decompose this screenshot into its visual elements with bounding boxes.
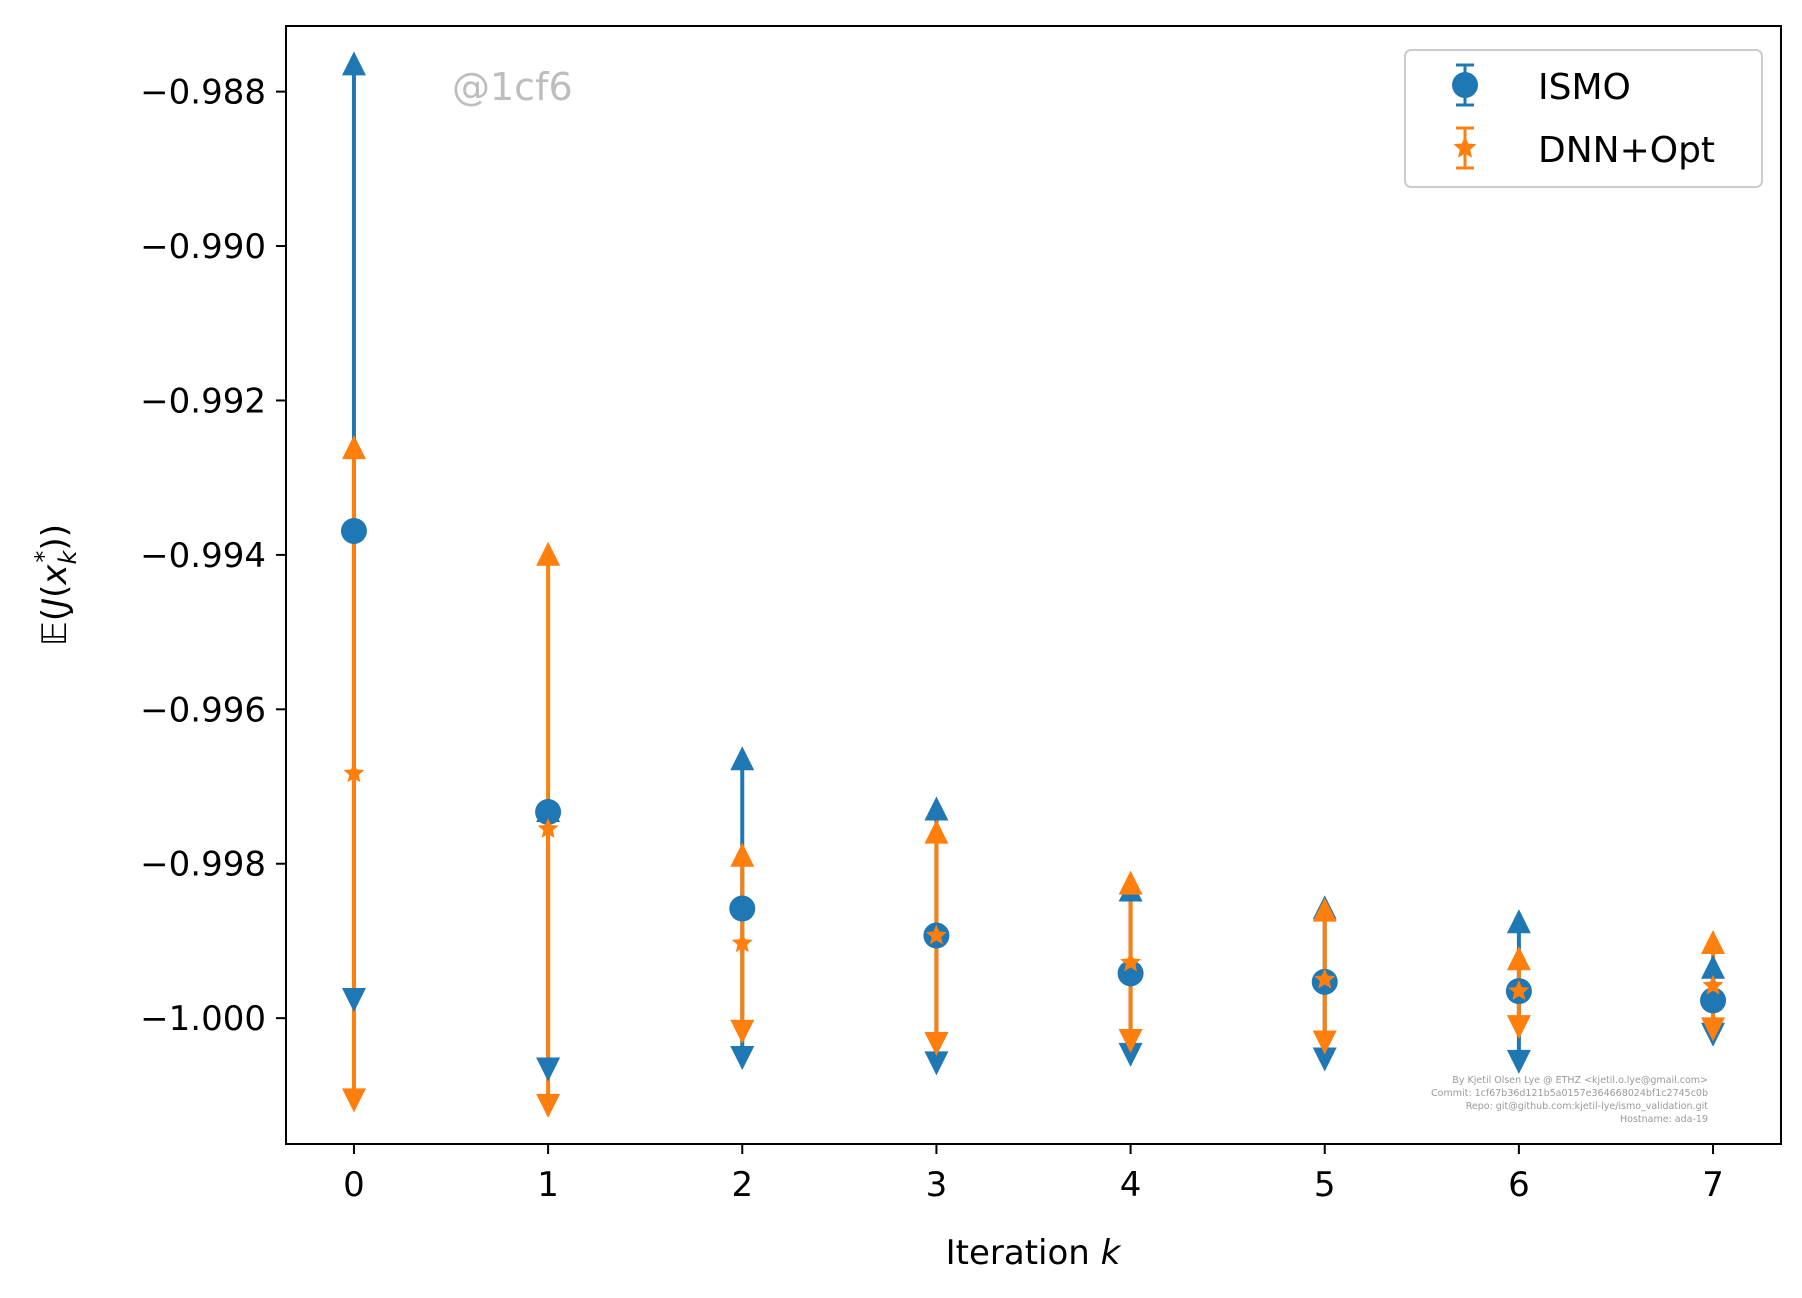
ismo-lower-cap: [1312, 1047, 1337, 1072]
x-tick-label: 4: [1120, 1165, 1142, 1205]
ismo-upper-cap: [730, 746, 755, 771]
legend-box: [1404, 49, 1763, 188]
ismo-point: [729, 895, 756, 922]
x-tick-label: 1: [537, 1165, 559, 1205]
dnn-opt-upper-cap: [1506, 946, 1531, 971]
dnn-opt-point: [1120, 951, 1142, 972]
dnn-opt-point: [1508, 980, 1530, 1001]
dnn-opt-point: [731, 932, 753, 953]
x-tick-label: 5: [1314, 1165, 1336, 1205]
y-axis: −0.988 −0.990 −0.992 −0.994 −0.996 −0.998 −1.0…: [140, 73, 286, 1039]
y-tick-label: −0.996: [140, 690, 266, 730]
dnn-opt-point: [1702, 974, 1724, 995]
dnn-opt-lower-cap: [341, 1088, 366, 1113]
dnn-opt-lower-cap: [1506, 1015, 1531, 1040]
dnn-opt-point: [1314, 968, 1336, 989]
legend: ISMO DNN+Opt: [1404, 49, 1763, 188]
legend-ismo-label: ISMO: [1538, 67, 1631, 108]
ismo-point: [1117, 960, 1144, 987]
credit-line-hostname: Hostname: ada-19: [1620, 1114, 1708, 1125]
ismo-lower-cap: [341, 988, 366, 1013]
dnn-opt-point: [925, 924, 947, 945]
dnn-opt-upper-cap: [730, 842, 755, 867]
ismo-lower-cap: [924, 1051, 949, 1076]
ismo-lower-cap: [1118, 1042, 1143, 1067]
y-axis-label: 𝔼(J(xk*)): [30, 524, 82, 646]
watermark: @1cf6: [452, 65, 573, 109]
x-tick-label: 6: [1508, 1165, 1530, 1205]
credit-line-commit: Commit: 1cf67b36d121b5a0157e364668024bf1…: [1431, 1088, 1708, 1099]
ismo-point: [340, 517, 367, 544]
ismo-upper-cap: [1506, 909, 1531, 934]
credit-line-repo: Repo: git@github.com:kjetil-lye/ismo_val…: [1466, 1101, 1709, 1112]
dnn-opt-upper-cap: [536, 541, 561, 566]
dnn-opt-lower-cap: [536, 1093, 561, 1118]
credit-line-author: By Kjetil Olsen Lye @ ETHZ <kjetil.o.lye…: [1452, 1075, 1708, 1086]
y-tick-label: −1.000: [140, 999, 266, 1039]
y-tick-label: −0.994: [140, 536, 266, 576]
dnn-opt-upper-cap: [341, 435, 366, 460]
ismo-point: [535, 798, 562, 825]
ismo-point: [1700, 987, 1727, 1014]
legend-dnn-opt-marker: [1453, 126, 1477, 170]
legend-ismo-point: [1452, 72, 1478, 98]
y-tick-label: −0.990: [140, 227, 266, 267]
ismo-lower-cap: [536, 1057, 561, 1082]
x-tick-label: 2: [731, 1165, 753, 1205]
dnn-opt-lower-cap: [1118, 1028, 1143, 1053]
dnn-opt-lower-cap: [730, 1019, 755, 1044]
dnn-opt-lower-cap: [924, 1032, 949, 1057]
ismo-lower-cap: [1506, 1049, 1531, 1074]
ismo-upper-cap: [1701, 954, 1726, 979]
dnn-opt-upper-cap: [1701, 930, 1726, 955]
x-axis: 0 1 2 3 4 5 6 7: [343, 1144, 1724, 1205]
legend-dnn-opt-label: DNN+Opt: [1538, 130, 1715, 171]
x-tick-label: 3: [926, 1165, 948, 1205]
credit-block: By Kjetil Olsen Lye @ ETHZ <kjetil.o.lye…: [1431, 1075, 1708, 1125]
dnn-opt-point: [537, 817, 559, 838]
dnn-opt-lower-cap: [1312, 1030, 1337, 1055]
legend-ismo-marker: [1452, 63, 1478, 107]
legend-dnn-opt-point: [1453, 136, 1477, 158]
ismo-upper-cap: [924, 796, 949, 821]
plot-frame: [285, 25, 1782, 1145]
ismo-upper-cap: [341, 51, 366, 76]
ismo-lower-cap: [730, 1045, 755, 1070]
y-tick-label: −0.992: [140, 381, 266, 421]
dnn-opt-point: [343, 762, 365, 783]
y-tick-label: −0.998: [140, 845, 266, 885]
dnn-opt-upper-cap: [1312, 897, 1337, 922]
dnn-opt-upper-cap: [924, 819, 949, 844]
dnn-opt-lower-cap: [1701, 1017, 1726, 1042]
y-tick-label: −0.988: [140, 73, 266, 113]
x-axis-label: Iteration k: [946, 1233, 1122, 1273]
x-tick-label: 0: [343, 1165, 365, 1205]
plot-marks: [340, 51, 1727, 1118]
dnn-opt-upper-cap: [1118, 870, 1143, 895]
x-tick-label: 7: [1702, 1165, 1724, 1205]
